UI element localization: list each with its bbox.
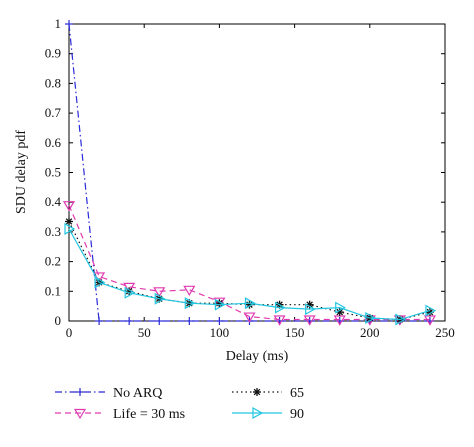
x-tick-label: 100 (210, 325, 230, 340)
series-point (184, 297, 196, 310)
series-line (68, 228, 431, 321)
y-tick-label: 0 (55, 313, 62, 328)
series-point (335, 301, 346, 314)
series-point (303, 315, 316, 326)
series-point (64, 222, 76, 235)
x-tick-label: 50 (138, 325, 151, 340)
x-tick-label: 150 (285, 325, 305, 340)
legend: No ARQ Life = 30 ms 65 90 (55, 386, 304, 422)
series-point (183, 285, 196, 296)
legend-marker (252, 406, 264, 420)
x-tick-label: 0 (66, 325, 73, 340)
legend-label: Life = 30 ms (113, 407, 185, 422)
legend-marker (253, 388, 261, 396)
x-axis-title: Delay (ms) (226, 349, 289, 364)
series-point (94, 276, 106, 289)
legend-marker (73, 408, 87, 420)
series-point (65, 217, 73, 226)
x-tick-label: 250 (435, 325, 455, 340)
series-point (155, 317, 164, 325)
series-point (243, 312, 256, 323)
series-point (123, 282, 136, 294)
y-tick-label: 0.8 (45, 75, 61, 90)
legend-label: No ARQ (113, 386, 162, 401)
series-point (62, 201, 76, 212)
series-point (65, 20, 73, 28)
legend-label: 65 (290, 386, 304, 401)
series-point (154, 292, 166, 305)
series-point (214, 298, 226, 311)
plot-frame (68, 23, 446, 322)
y-tick-label: 0.4 (45, 194, 62, 209)
y-tick-label: 0.3 (45, 224, 61, 239)
y-tick-label: 0.9 (45, 46, 61, 61)
series-point (335, 308, 344, 317)
series-point (95, 317, 104, 325)
series-point (213, 297, 226, 308)
y-tick-label: 0.6 (45, 135, 62, 150)
y-tick-label: 0.5 (45, 165, 61, 180)
y-tick-label: 1 (55, 16, 62, 31)
legend-marker (76, 388, 84, 396)
series-point (305, 303, 316, 316)
axis-ticks: 0 50 100 150 200 250 0 0.1 0.2 0.3 0.4 0.5 0.6 0.7 0.8… (45, 16, 455, 340)
series-point (274, 301, 286, 314)
y-axis-title: SDU delay pdf (14, 130, 29, 214)
series-point (185, 317, 194, 325)
series-group (62, 20, 437, 326)
series-point (124, 286, 136, 299)
y-tick-label: 0.1 (45, 283, 61, 298)
y-tick-label: 0.2 (45, 254, 61, 269)
x-tick-label: 200 (360, 325, 380, 340)
series-point (215, 317, 224, 325)
series-line (68, 204, 430, 321)
series-point (395, 313, 407, 326)
series-point (244, 297, 256, 310)
series-point (125, 317, 134, 325)
legend-label: 90 (290, 407, 304, 422)
series-point (273, 315, 286, 326)
series-point (425, 304, 437, 317)
series-point (153, 287, 166, 298)
series-point (365, 312, 377, 325)
y-tick-label: 0.7 (45, 105, 62, 120)
series-line (68, 23, 430, 322)
